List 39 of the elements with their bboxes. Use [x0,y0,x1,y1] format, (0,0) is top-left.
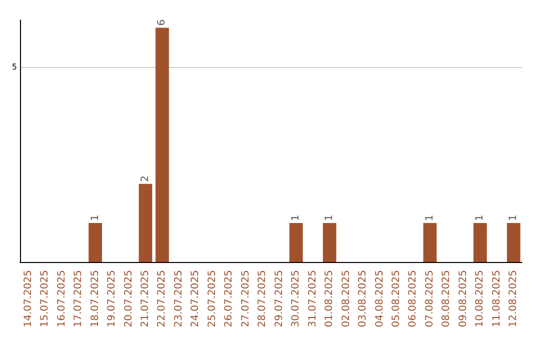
x-tick-label: 26.07.2025 [224,270,235,328]
x-tick-label: 31.07.2025 [307,270,318,328]
x-tick-label: 02.08.2025 [340,270,352,328]
x-tick-label: 15.07.2025 [40,270,51,328]
y-tick-label: 5 [12,62,17,72]
x-tick-label: 03.08.2025 [358,270,369,328]
x-tick-label: 22.07.2025 [156,270,168,328]
x-tick-label: 07.08.2025 [424,270,436,328]
data-label: 1 [424,214,436,221]
data-label: 1 [90,214,101,221]
x-tick-label: 06.08.2025 [408,270,419,328]
data-label: 2 [140,176,151,182]
x-tick-label: 28.07.2025 [257,270,268,328]
data-label: 6 [156,19,168,26]
x-tick-label: 23.07.2025 [173,270,184,328]
x-tick-label: 09.08.2025 [458,270,469,328]
x-tick-label: 19.07.2025 [106,270,118,328]
data-label: 1 [290,214,302,221]
x-tick-label: 04.08.2025 [374,270,386,328]
x-tick-label: 16.07.2025 [56,270,68,328]
x-tick-label: 11.08.2025 [491,270,502,328]
x-tick-label: 20.07.2025 [123,270,134,328]
x-tick-label: 21.07.2025 [140,270,151,328]
data-label: 1 [324,214,336,221]
x-tick-label: 27.07.2025 [240,270,252,328]
x-tick-label: 14.07.2025 [22,270,34,328]
x-tick-label: 29.07.2025 [274,270,285,328]
x-tick-label: 25.07.2025 [206,270,218,328]
x-tick-label: 24.07.2025 [190,270,202,328]
data-label: 1 [508,214,520,221]
x-tick-label: 05.08.2025 [391,270,402,328]
x-tick-label: 18.07.2025 [90,270,101,328]
x-tick-label: 10.08.2025 [474,270,486,328]
x-tick-label: 17.07.2025 [73,270,84,328]
x-tick-label: 30.07.2025 [290,270,302,328]
x-tick-label: 08.08.2025 [441,270,452,328]
x-tick-label: 01.08.2025 [324,270,336,328]
x-tick-label: 12.08.2025 [508,270,520,328]
data-label: 1 [474,214,486,221]
